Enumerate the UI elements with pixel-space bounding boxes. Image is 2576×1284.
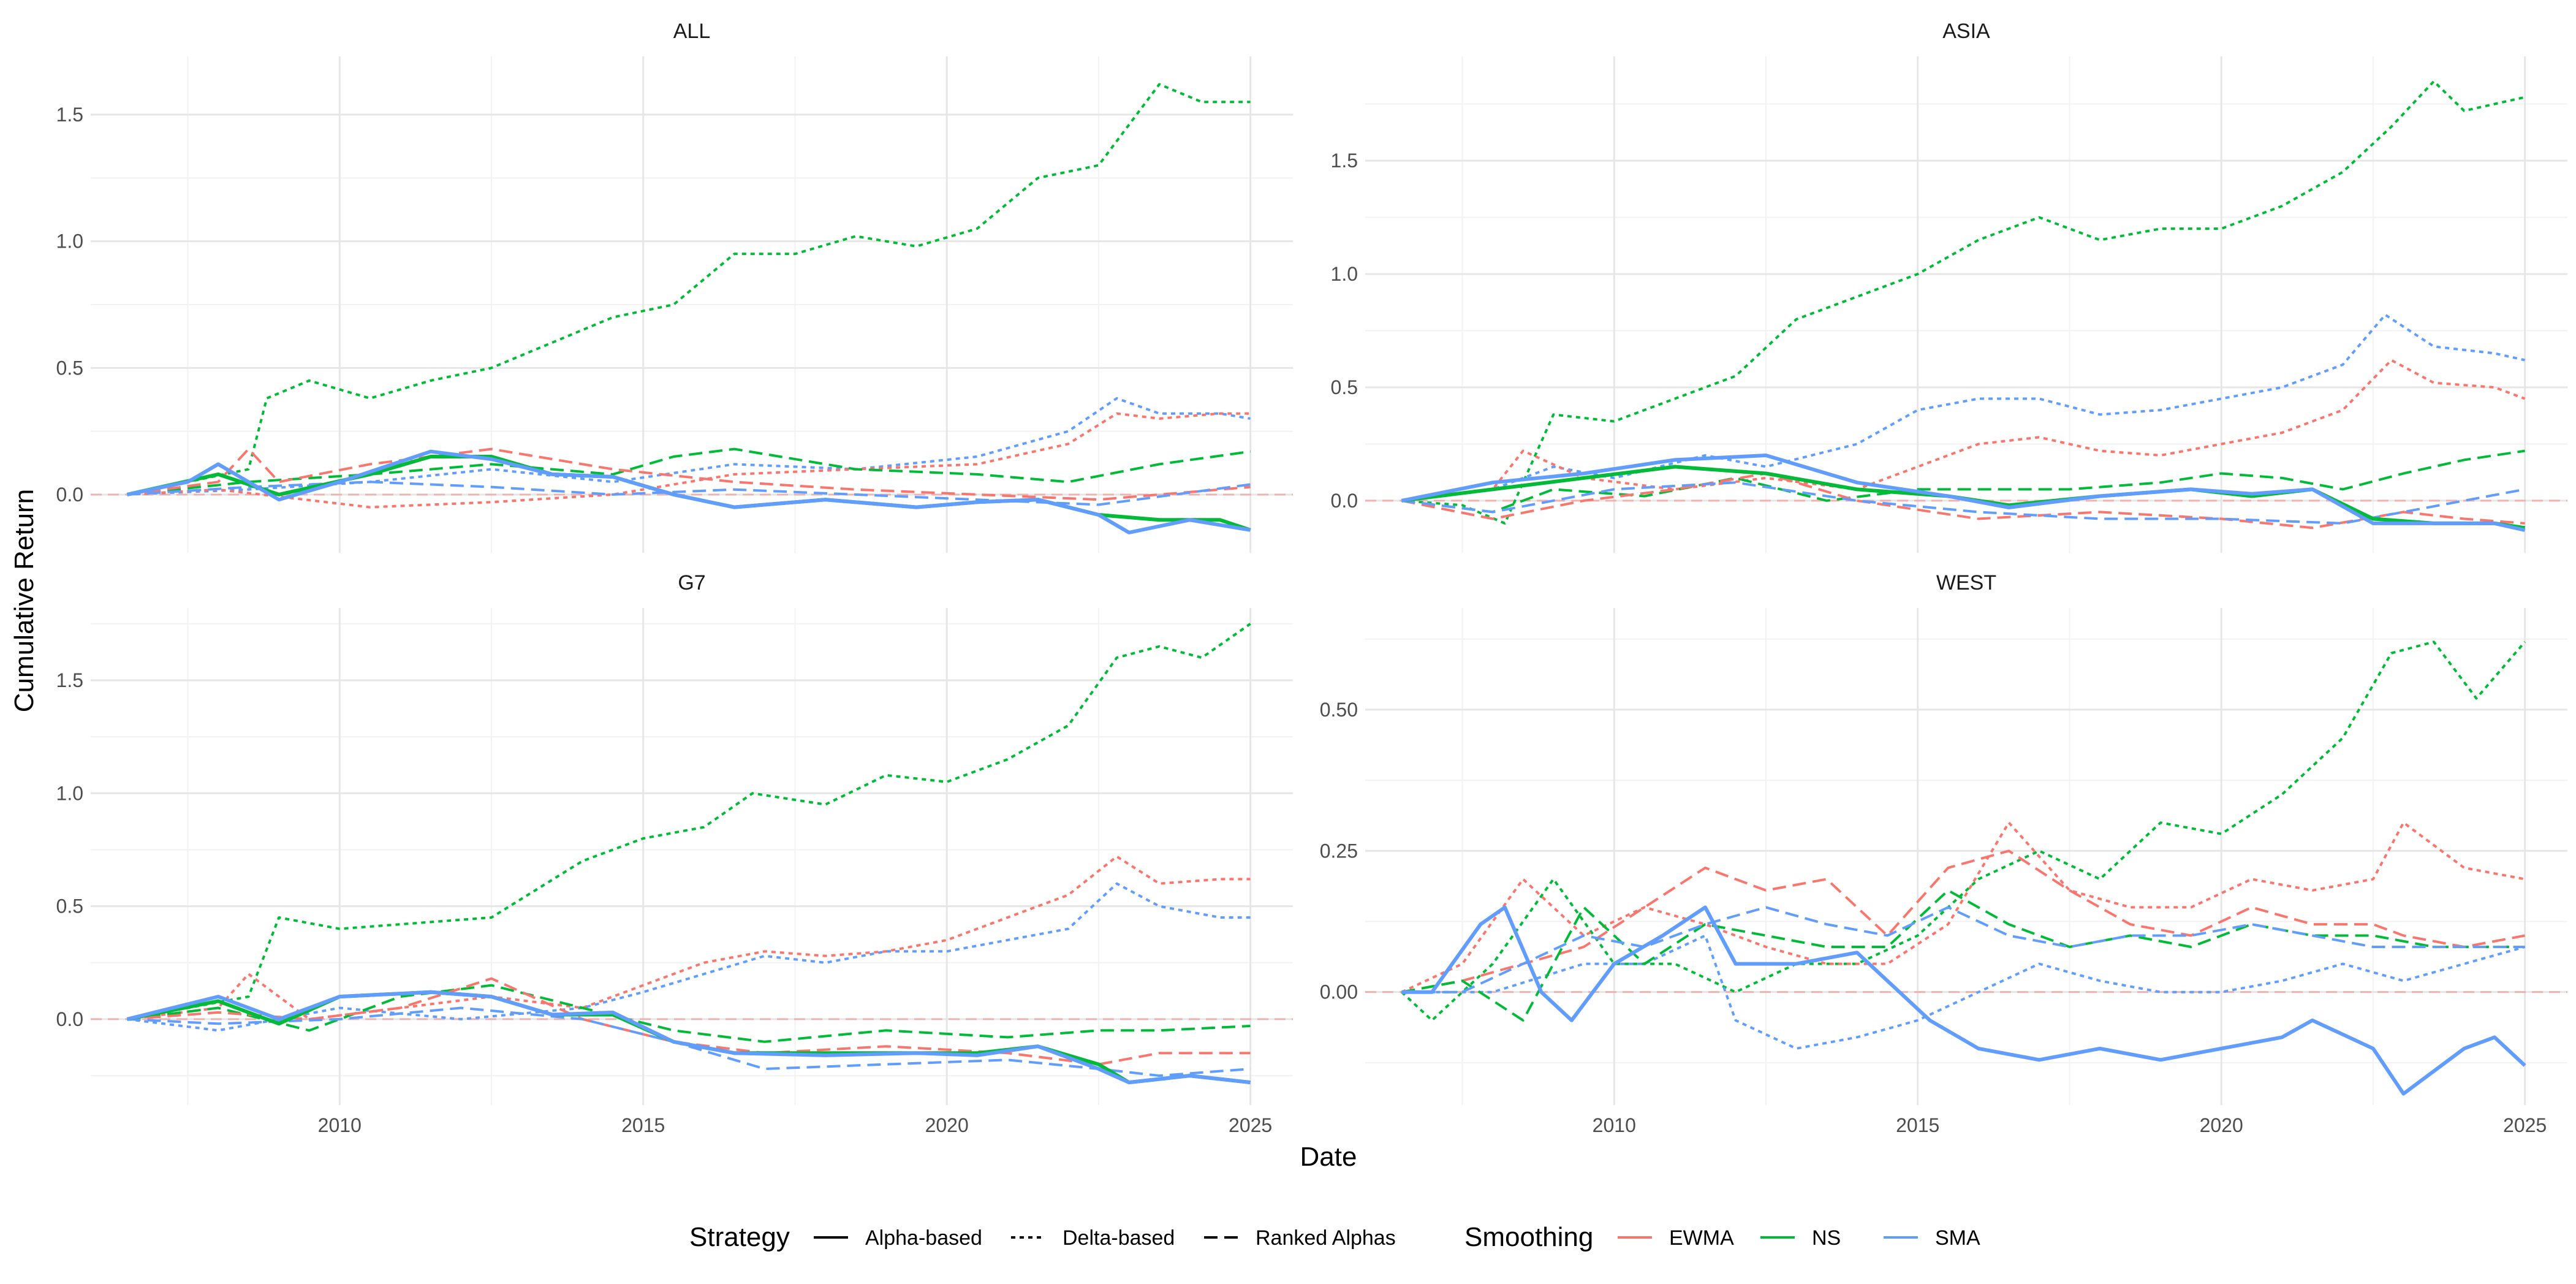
panel-all: ALL 0.0 0.5 1.0 1.5 — [56, 20, 1293, 553]
legend-strategy-title: Strategy — [689, 1222, 790, 1252]
series-line-ns-ranked-alphas — [1401, 889, 2525, 1022]
series-line-sma-delta-based — [1401, 934, 2526, 1050]
y-tick-label: 1.0 — [1331, 263, 1358, 285]
y-tick-label: 0.0 — [56, 484, 83, 506]
y-tick-label: 1.0 — [56, 782, 83, 804]
x-tick-label: 2020 — [2200, 1114, 2243, 1136]
series-line-ns-ranked-alphas — [127, 984, 1251, 1043]
x-tick-label: 2015 — [621, 1114, 665, 1136]
legend-label: Ranked Alphas — [1256, 1226, 1396, 1250]
y-tick-label: 0.0 — [1331, 490, 1358, 512]
legend-strategy-items: Alpha-based Delta-based Ranked Alphas — [814, 1226, 1396, 1250]
y-tick-label: 1.5 — [56, 104, 83, 126]
series-line-ns-delta-based — [1401, 640, 2526, 1022]
panel-asia: ASIA 0.0 0.5 1.0 1.5 — [1331, 20, 2567, 553]
x-tick-label: 2010 — [318, 1114, 362, 1136]
series-line-sma-ranked-alphas — [1401, 481, 2525, 525]
y-tick-label: 1.5 — [56, 669, 83, 691]
y-tick-label: 0.5 — [56, 895, 83, 917]
panel-g7: G7 0.0 0.5 1.0 1.5 2010 2015 2020 2025 — [56, 571, 1293, 1136]
series-line-ewma-ranked-alphas — [127, 447, 1251, 501]
series-line-ns-delta-based — [127, 83, 1251, 496]
y-tick-label: 0.5 — [56, 357, 83, 379]
y-tick-label: 1.0 — [56, 230, 83, 253]
series-line-sma-alpha-based — [126, 449, 1251, 534]
series-line-sma-ranked-alphas — [1401, 906, 2525, 993]
panel-title: ALL — [673, 20, 711, 43]
x-tick-label: 2015 — [1896, 1114, 1939, 1136]
y-tick-label: 0.50 — [1320, 699, 1358, 721]
series-line-ns-ranked-alphas — [1401, 449, 2525, 514]
series-line-ewma-delta-based — [1401, 821, 2525, 993]
y-tick-label: 0.00 — [1320, 981, 1358, 1003]
legend-label: Delta-based — [1063, 1226, 1175, 1250]
series-line-ewma-ranked-alphas — [1401, 472, 2525, 530]
series-line-ewma-ranked-alphas — [1401, 849, 2525, 993]
legend-label: Alpha-based — [865, 1226, 982, 1250]
legend-smoothing-title: Smoothing — [1464, 1222, 1593, 1252]
panel-west: WEST 0.00 0.25 0.50 2010 2015 2020 2025 — [1320, 571, 2567, 1136]
panel-title: G7 — [678, 571, 705, 595]
series-line-ns-delta-based — [127, 623, 1251, 1020]
panels: ALL 0.0 0.5 1.0 1.5 ASIA 0.0 0.5 1.0 1.5 G7 0.0 0.5 1… — [56, 20, 2567, 1136]
y-tick-label: 0.0 — [56, 1008, 83, 1030]
series-line-sma-ranked-alphas — [127, 481, 1251, 506]
series-line-sma-delta-based — [1401, 313, 2526, 502]
series-line-sma-alpha-based — [1401, 905, 2526, 1096]
x-tick-label: 2025 — [1229, 1114, 1272, 1136]
series-line-sma-delta-based — [127, 882, 1251, 1032]
legend-label: EWMA — [1669, 1226, 1734, 1250]
legend-smoothing-items: EWMA NS SMA — [1618, 1226, 1980, 1250]
y-tick-label: 1.5 — [1331, 150, 1358, 172]
x-axis-title: Date — [1300, 1142, 1357, 1172]
legend: Strategy Alpha-based Delta-based Ranked Al… — [689, 1222, 1980, 1252]
series-line-ns-ranked-alphas — [127, 447, 1251, 496]
series-line-sma-alpha-based — [126, 990, 1251, 1085]
x-tick-label: 2020 — [925, 1114, 969, 1136]
legend-label: NS — [1812, 1226, 1841, 1250]
y-tick-label: 0.25 — [1320, 840, 1358, 862]
x-tick-label: 2010 — [1593, 1114, 1636, 1136]
panel-title: ASIA — [1942, 20, 1990, 43]
y-tick-label: 0.5 — [1331, 376, 1358, 398]
y-axis-title: Cumulative Return — [9, 489, 39, 712]
panel-title: WEST — [1936, 571, 1996, 595]
legend-label: SMA — [1935, 1226, 1980, 1250]
x-tick-label: 2025 — [2503, 1114, 2547, 1136]
series-line-ewma-delta-based — [127, 855, 1251, 1020]
series-line-sma-alpha-based — [1401, 454, 2526, 532]
series-line-sma-ranked-alphas — [127, 1006, 1251, 1077]
